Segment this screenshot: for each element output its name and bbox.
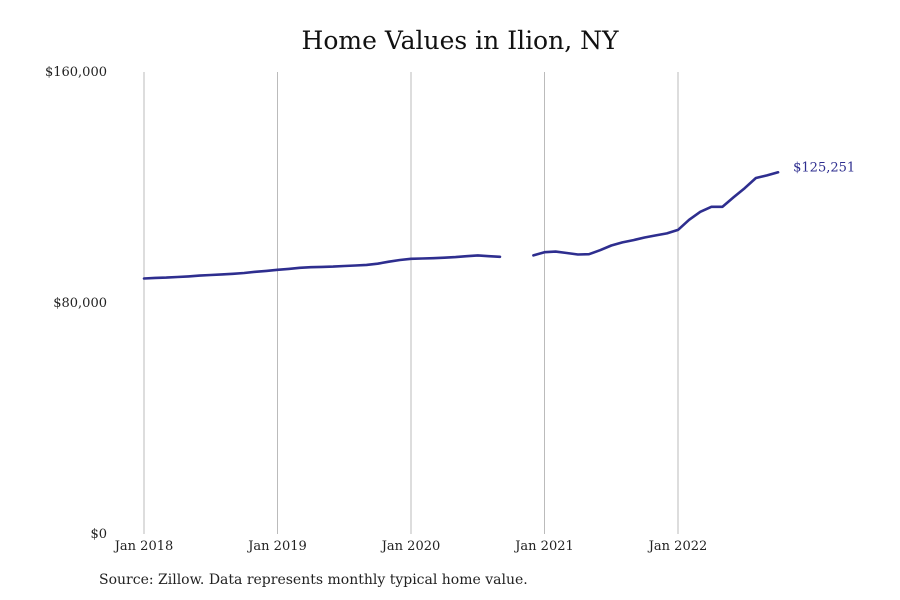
data-point <box>276 269 278 271</box>
data-point <box>299 267 301 269</box>
data-point <box>332 265 334 267</box>
data-point <box>543 251 545 253</box>
data-point <box>343 265 345 267</box>
data-point <box>254 271 256 273</box>
data-point <box>621 241 623 243</box>
y-tick-label: $80,000 <box>53 296 107 311</box>
data-point <box>187 275 189 277</box>
data-point <box>176 276 178 278</box>
data-point <box>454 256 456 258</box>
data-point <box>488 255 490 257</box>
data-point <box>198 274 200 276</box>
data-labels: $125,251 <box>793 160 855 175</box>
data-point <box>599 249 601 251</box>
data-point <box>577 253 579 255</box>
x-tick-label: Jan 2019 <box>246 539 307 554</box>
data-point <box>443 257 445 259</box>
chart-title: Home Values in Ilion, NY <box>301 26 619 55</box>
data-point <box>744 187 746 189</box>
data-series <box>142 171 780 280</box>
data-point <box>287 268 289 270</box>
data-point <box>721 206 723 208</box>
data-point <box>321 266 323 268</box>
data-point <box>421 257 423 259</box>
data-point <box>154 277 156 279</box>
data-point <box>243 272 245 274</box>
data-point <box>755 177 757 179</box>
x-tick-label: Jan 2022 <box>647 539 708 554</box>
x-tick-label: Jan 2021 <box>513 539 574 554</box>
data-point <box>221 273 223 275</box>
data-point <box>688 219 690 221</box>
data-point <box>465 255 467 257</box>
end-value-label: $125,251 <box>793 160 855 175</box>
data-point <box>265 270 267 272</box>
data-point <box>376 263 378 265</box>
data-point <box>165 276 167 278</box>
data-point <box>143 277 145 279</box>
data-point <box>699 211 701 213</box>
y-tick-label: $160,000 <box>45 65 107 80</box>
data-point <box>610 244 612 246</box>
data-point <box>499 256 501 258</box>
data-point <box>432 257 434 259</box>
data-point <box>310 266 312 268</box>
data-point <box>232 273 234 275</box>
data-point <box>710 206 712 208</box>
series-line-segment <box>532 171 780 257</box>
data-point <box>210 274 212 276</box>
series-line-segment <box>142 254 502 280</box>
data-point <box>354 264 356 266</box>
data-point <box>732 196 734 198</box>
data-point <box>554 250 556 252</box>
data-point <box>388 261 390 263</box>
data-point <box>766 174 768 176</box>
data-point <box>632 239 634 241</box>
y-axis-tick-labels: $0 $80,000 $160,000 <box>45 65 107 542</box>
y-tick-label: $0 <box>90 527 107 542</box>
x-axis-tick-labels: Jan 2018 Jan 2019 Jan 2020 Jan 2021 Jan 2022 <box>113 539 708 554</box>
data-point <box>655 234 657 236</box>
data-point <box>677 229 679 231</box>
data-point <box>365 264 367 266</box>
data-point <box>666 232 668 234</box>
data-point <box>777 171 779 173</box>
data-point <box>588 253 590 255</box>
data-point <box>532 254 534 256</box>
data-point <box>399 259 401 261</box>
data-point <box>643 236 645 238</box>
x-tick-label: Jan 2018 <box>113 539 174 554</box>
data-point <box>410 258 412 260</box>
gridlines <box>143 72 679 534</box>
x-tick-label: Jan 2020 <box>380 539 441 554</box>
data-point <box>477 254 479 256</box>
source-note: Source: Zillow. Data represents monthly … <box>99 572 528 588</box>
data-point <box>566 252 568 254</box>
